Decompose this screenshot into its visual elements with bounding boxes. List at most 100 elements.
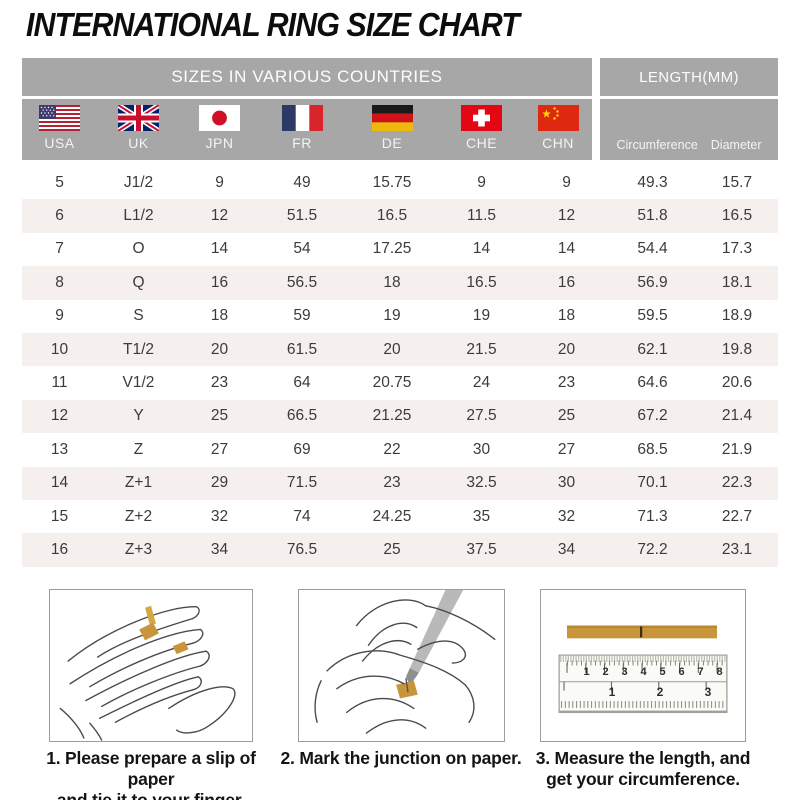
table-row: 12 Y 25 66.5 21.25 27.5 25 67.2 21.4 (22, 399, 778, 434)
table-cell: 12 (557, 207, 576, 225)
table-cell: 5 (55, 173, 64, 191)
ruler-number: 1 (608, 685, 616, 699)
table-cell: 21.25 (372, 407, 412, 425)
step2-illustration-box (298, 589, 505, 742)
ruler-number: 5 (659, 666, 666, 678)
hand-with-paper-strip-icon (59, 605, 236, 741)
header-sizes-group: SIZES IN VARIOUS COUNTRIES (22, 58, 592, 96)
ruler-number: 3 (704, 685, 712, 699)
table-cell: 35 (472, 507, 491, 525)
table-cell: 30 (472, 440, 491, 458)
table-cell: 72.2 (637, 540, 668, 558)
table-cell: 71.5 (286, 474, 318, 492)
table-cell: 32 (557, 507, 576, 525)
table-cell: 64.6 (637, 374, 668, 392)
column-label-jpn: JPN (205, 135, 234, 151)
column-label-uk: UK (128, 135, 149, 151)
step1-caption-line2: and tie it to your finger. (56, 790, 246, 800)
column-label-de: DE (381, 135, 403, 151)
table-cell: 37.5 (466, 540, 497, 558)
table-cell: 21.5 (466, 340, 497, 358)
column-label-fr: FR (292, 135, 312, 151)
column-label-usa: USA (44, 135, 75, 151)
table-cell: Z+3 (124, 540, 153, 558)
table-cell: 24 (472, 374, 491, 392)
table-cell: 11 (51, 374, 68, 392)
table-cell: 16.5 (466, 273, 497, 291)
table-cell: 9 (55, 307, 64, 325)
table-cell: 49.3 (637, 173, 668, 191)
table-body: 5 J1/2 9 49 15.75 9 9 49.3 15.7 6 L1/2 12 51.5 16.5 11… (22, 166, 778, 567)
table-row: 10 T1/2 20 61.5 20 21.5 20 62.1 19.8 (22, 332, 778, 367)
ruler-number: 8 (716, 666, 723, 678)
table-cell: 74 (293, 507, 311, 525)
table-cell: Z+2 (124, 507, 153, 525)
table-cell: 25 (210, 407, 229, 425)
table-cell: 67.2 (637, 407, 668, 425)
table-cell: 23 (383, 474, 401, 492)
table-row: 14 Z+1 29 71.5 23 32.5 30 70.1 22.3 (22, 466, 778, 500)
table-cell: 18.9 (721, 307, 753, 325)
table-cell: L1/2 (123, 207, 154, 225)
table-cell: 76.5 (286, 540, 318, 558)
table-cell: 15 (50, 507, 69, 525)
column-chn: CHN (524, 99, 592, 160)
table-cell: 14 (50, 474, 69, 492)
table-cell: 27 (210, 440, 229, 458)
column-label-chn: CHN (542, 135, 574, 151)
table-cell: O (132, 240, 145, 258)
step3-caption: 3. Measure the length, and get your circ… (523, 748, 763, 790)
ruler-number: 6 (678, 666, 685, 678)
step1-illustration-box (49, 589, 253, 742)
table-cell: 10 (50, 340, 69, 358)
table-row: 15 Z+2 32 74 24.25 35 32 71.3 22.7 (22, 500, 778, 533)
ruler-number: 2 (602, 666, 609, 678)
table-cell: 21.9 (721, 440, 753, 458)
table-row: 11 V1/2 23 64 20.75 24 23 64.6 20.6 (22, 366, 778, 399)
table-cell: 22.3 (721, 474, 753, 492)
table-cell: 16.5 (721, 207, 753, 225)
table-cell: 20 (557, 340, 576, 358)
table-cell: Z+1 (124, 474, 153, 492)
step1-caption-line1: 1. Please prepare a slip of paper (46, 748, 256, 789)
table-cell: 27.5 (466, 407, 497, 425)
table-row: 9 S 18 59 19 19 18 59.5 18.9 (22, 300, 778, 333)
column-che: CHE (439, 99, 524, 160)
table-cell: 9 (562, 173, 571, 191)
step3-caption-line2: get your circumference. (546, 769, 740, 789)
table-cell: 66.5 (286, 407, 318, 425)
column-label-diameter: Diameter (710, 138, 762, 152)
table-cell: 21.4 (721, 407, 753, 425)
table-cell: 22 (383, 440, 401, 458)
table-cell: 62.1 (637, 340, 668, 358)
column-usa: USA (22, 99, 97, 160)
usa-flag-icon (39, 105, 80, 131)
table-cell: 16 (210, 273, 229, 291)
table-cell: 34 (210, 540, 229, 558)
table-cell: 23 (557, 374, 576, 392)
table-cell: 68.5 (637, 440, 668, 458)
table-cell: 14 (472, 240, 491, 258)
table-cell: 29 (210, 474, 229, 492)
table-cell: 16 (50, 540, 69, 558)
france-flag-icon (281, 105, 323, 131)
ruler-number: 2 (656, 685, 664, 699)
table-cell: 6 (55, 207, 64, 225)
table-cell: 61.5 (286, 340, 318, 358)
step2-caption-line1: 2. Mark the junction on paper. (280, 748, 522, 768)
table-cell: 56.9 (637, 273, 668, 291)
country-columns: USA UK (22, 99, 592, 160)
table-cell: 51.5 (286, 207, 318, 225)
table-cell: 16.5 (376, 207, 408, 225)
table-cell: 18 (210, 307, 229, 325)
table-cell: 20 (383, 340, 401, 358)
column-label-circumference: Circumference (616, 138, 698, 152)
table-cell: 59.5 (637, 307, 668, 325)
table-row: 5 J1/2 9 49 15.75 9 9 49.3 15.7 (22, 166, 778, 199)
china-flag-icon (537, 105, 579, 131)
table-cell: 18 (383, 273, 401, 291)
table-cell: 13 (50, 440, 69, 458)
column-label-che: CHE (465, 135, 498, 151)
table-cell: 11.5 (466, 207, 497, 225)
